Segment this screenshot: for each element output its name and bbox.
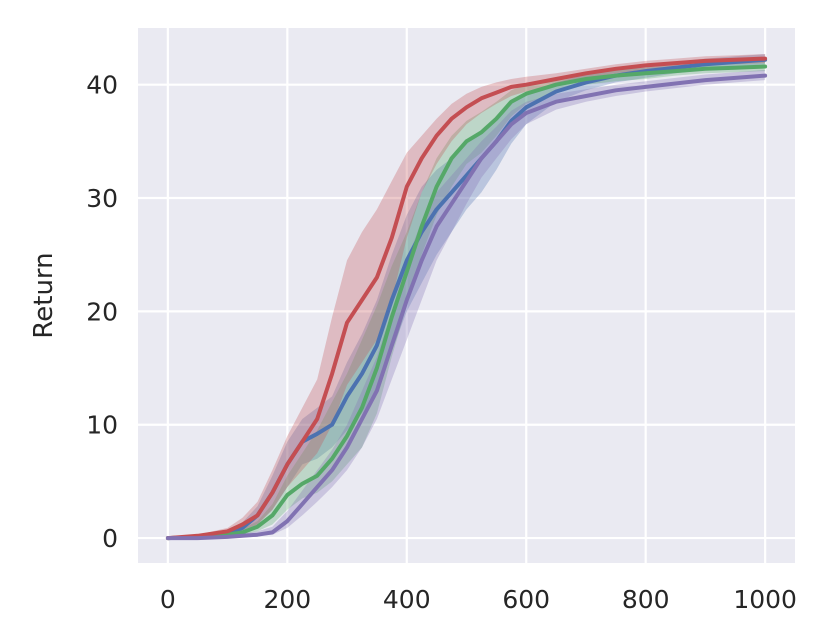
series-lines bbox=[165, 56, 768, 541]
y-axis-label: Return bbox=[29, 252, 59, 338]
x-tick-label: 200 bbox=[263, 585, 311, 614]
series-line-2 bbox=[165, 64, 768, 541]
series-band-4 bbox=[167, 69, 766, 539]
x-tick-label: 800 bbox=[622, 585, 670, 614]
series-band-2 bbox=[167, 60, 766, 539]
x-tick-label: 600 bbox=[502, 585, 550, 614]
y-tick-label: 10 bbox=[86, 411, 118, 440]
series-line-3 bbox=[165, 56, 768, 541]
y-tick-label: 20 bbox=[86, 297, 118, 326]
y-tick-label: 40 bbox=[86, 71, 118, 100]
y-tick-label: 30 bbox=[86, 184, 118, 213]
plot-area bbox=[138, 28, 795, 563]
x-tick-label: 0 bbox=[160, 585, 176, 614]
y-axis-ticks: 0 10 20 30 40 bbox=[86, 71, 118, 553]
plot-background bbox=[138, 28, 795, 563]
y-tick-label: 0 bbox=[102, 524, 118, 553]
series-line-4 bbox=[165, 73, 768, 541]
x-tick-label: 1000 bbox=[733, 585, 797, 614]
x-tick-label: 400 bbox=[383, 585, 431, 614]
x-axis-ticks: 0 200 400 600 800 1000 bbox=[160, 585, 797, 614]
